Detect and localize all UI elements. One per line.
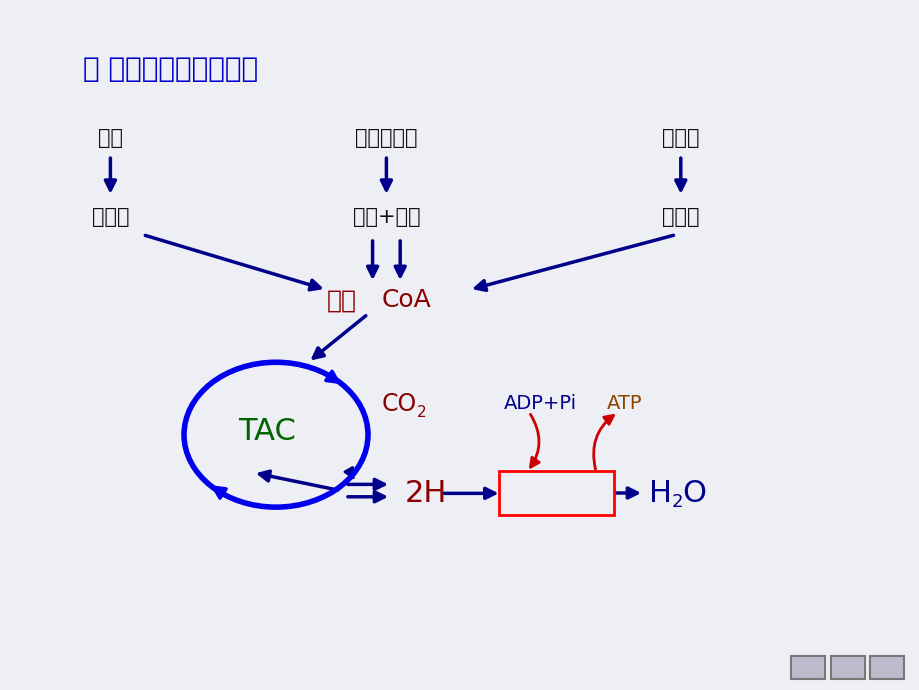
Text: 葡萄糖: 葡萄糖 [92, 208, 129, 227]
Text: 蛋白质: 蛋白质 [662, 128, 698, 148]
Text: 氨基酸: 氨基酸 [662, 208, 698, 227]
Text: 三酯酰甘油: 三酯酰甘油 [355, 128, 417, 148]
Text: TAC: TAC [238, 417, 295, 446]
Text: 呼吸链: 呼吸链 [537, 483, 574, 503]
Text: 2H: 2H [404, 479, 447, 508]
Text: ＊ 生物氧化的一般过程: ＊ 生物氧化的一般过程 [83, 55, 257, 83]
Text: ATP: ATP [607, 394, 642, 413]
FancyBboxPatch shape [498, 471, 613, 515]
Text: CoA: CoA [381, 288, 431, 312]
Text: 2: 2 [416, 405, 425, 420]
Text: 2: 2 [671, 493, 682, 511]
FancyBboxPatch shape [830, 656, 864, 679]
Text: 糖原: 糖原 [97, 128, 123, 148]
FancyBboxPatch shape [869, 656, 903, 679]
Text: ADP+Pi: ADP+Pi [504, 394, 576, 413]
Text: 乙酰: 乙酰 [326, 288, 357, 312]
Text: 脂酸+甘油: 脂酸+甘油 [352, 208, 420, 227]
FancyBboxPatch shape [790, 656, 824, 679]
Text: CO: CO [381, 392, 416, 415]
Text: H: H [648, 479, 671, 508]
Text: O: O [682, 479, 706, 508]
